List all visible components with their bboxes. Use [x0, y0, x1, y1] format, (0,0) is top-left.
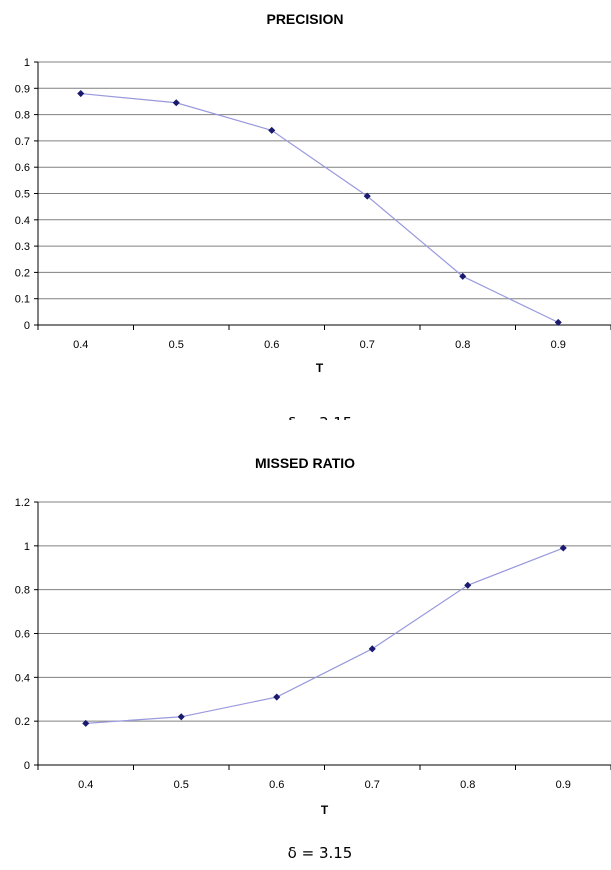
series-line	[85, 547, 564, 724]
data-point	[172, 99, 180, 107]
chart-title: PRECISION	[266, 11, 343, 27]
y-tick-label: 0.3	[15, 241, 30, 253]
y-tick-label: 0.6	[15, 629, 30, 641]
x-tick-label: 0.6	[269, 779, 284, 791]
x-tick-label: 0.9	[556, 779, 571, 791]
x-tick-label: 0.4	[78, 779, 93, 791]
x-tick-label: 0.4	[73, 339, 88, 351]
data-point	[177, 713, 185, 721]
y-tick-label: 0.8	[15, 585, 30, 597]
y-tick-label: 0.5	[15, 189, 30, 201]
y-tick-label: 1.2	[15, 497, 30, 509]
y-tick-label: 0.9	[15, 83, 30, 95]
y-tick-label: 0.2	[15, 267, 30, 279]
x-tick-label: 0.8	[455, 339, 470, 351]
data-point	[363, 192, 371, 200]
x-tick-label: 0.5	[174, 779, 189, 791]
y-tick-label: 1	[24, 541, 30, 553]
data-point	[459, 272, 467, 280]
data-point	[464, 581, 472, 589]
x-tick-label: 0.5	[169, 339, 184, 351]
y-tick-label: 0.4	[15, 672, 30, 684]
y-tick-label: 0.6	[15, 162, 30, 174]
data-point	[554, 318, 562, 326]
y-tick-label: 0.7	[15, 136, 30, 148]
data-point	[77, 90, 85, 98]
missed-ratio-chart: MISSED RATIO 0 0.2 0.4 0.6 0.8 1 1.2 0.4 0.5 0.6 0.…	[15, 455, 611, 860]
data-point	[368, 645, 376, 653]
delta-annotation: δ = 3.15	[288, 414, 353, 420]
x-tick-label: 0.7	[365, 779, 380, 791]
precision-chart: PRECISION 0 0.1 0.2 0.3 0.4 0.5 0.6 0.7 0.8 0.9 1 0.…	[15, 11, 611, 420]
x-tick-label: 0.8	[460, 779, 475, 791]
y-tick-label: 0.8	[15, 110, 30, 122]
data-point	[273, 693, 281, 701]
series-line	[80, 92, 559, 323]
y-tick-label: 0	[24, 760, 30, 772]
x-axis-label: T	[321, 803, 329, 817]
x-tick-label: 0.7	[360, 339, 375, 351]
data-point	[268, 126, 276, 134]
y-tick-label: 0.1	[15, 294, 30, 306]
data-point	[82, 719, 90, 727]
y-tick-label: 0.2	[15, 716, 30, 728]
x-tick-label: 0.9	[551, 339, 566, 351]
x-tick-label: 0.6	[264, 339, 279, 351]
x-axis-label: T	[316, 361, 324, 375]
y-tick-label: 0	[24, 320, 30, 332]
chart-title: MISSED RATIO	[255, 455, 355, 471]
y-tick-label: 0.4	[15, 215, 30, 227]
delta-annotation: δ = 3.15	[288, 844, 353, 860]
y-tick-label: 1	[24, 57, 30, 69]
